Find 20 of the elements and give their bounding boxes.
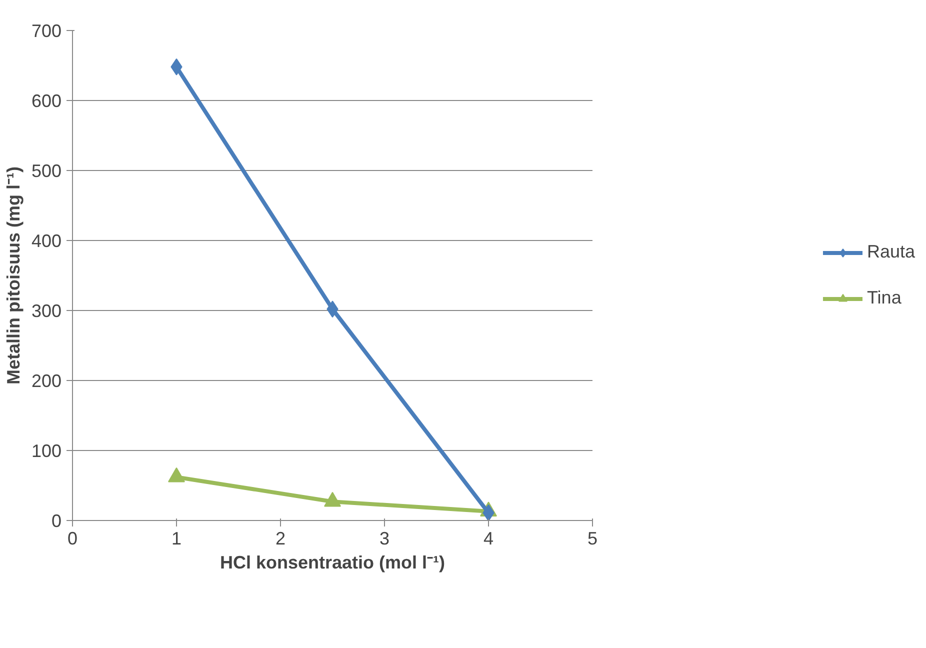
y-tick-label: 100: [31, 441, 62, 461]
x-axis-title: HCl konsentraatio (mol l⁻¹): [220, 552, 446, 572]
x-tick-label: 5: [587, 528, 598, 548]
point: [168, 467, 185, 482]
y-tick-label: 600: [31, 91, 62, 111]
y-tick-label: 700: [31, 21, 62, 41]
x-tick-label: 0: [67, 528, 78, 548]
legend-label: Tina: [866, 288, 902, 308]
x-tick-label: 1: [171, 528, 182, 548]
x-tick-label: 3: [379, 528, 390, 548]
y-axis-title: Metallin pitoisuus (mg l⁻¹): [3, 166, 24, 384]
x-tick-label: 4: [483, 528, 494, 548]
point: [324, 492, 341, 507]
x-tick-label: 2: [275, 528, 286, 548]
y-tick-label: 500: [31, 161, 62, 181]
y-tick-label: 400: [31, 231, 62, 251]
y-tick-label: 0: [51, 511, 62, 531]
legend-label: Rauta: [866, 242, 916, 262]
y-tick-label: 200: [31, 371, 62, 391]
y-tick-label: 300: [31, 301, 62, 321]
